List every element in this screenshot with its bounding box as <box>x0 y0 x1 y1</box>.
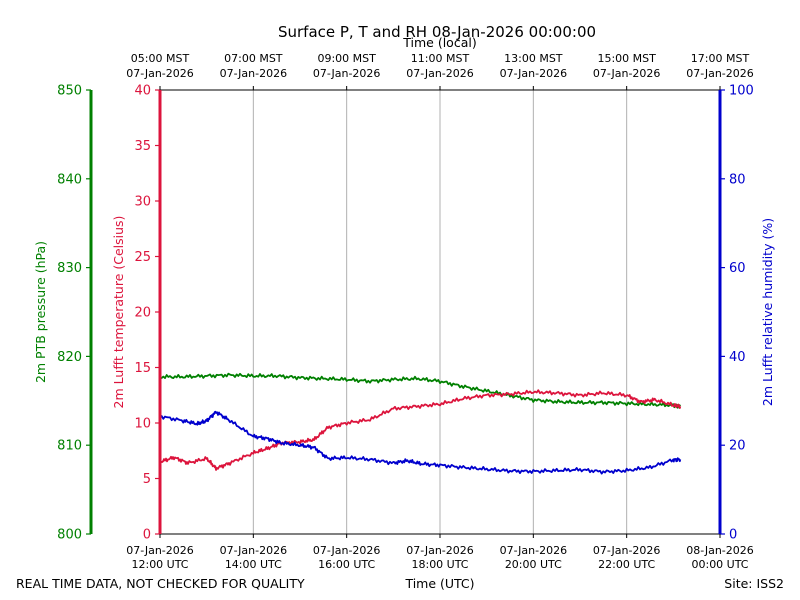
x-tick-label-time-2: 16:00 UTC <box>318 558 375 571</box>
temperature-tick-label-4: 20 <box>134 306 151 321</box>
pressure-axis-label: 2m PTB pressure (hPa) <box>33 241 48 383</box>
series-lines <box>159 372 682 475</box>
x-top-label-time-5: 15:00 MST <box>597 52 656 65</box>
temperature-axis-label: 2m Lufft temperature (Celsius) <box>111 216 126 409</box>
x-top-label-time-4: 13:00 MST <box>504 52 563 65</box>
temperature-tick-label-3: 15 <box>134 361 151 376</box>
x-top-label-time-3: 11:00 MST <box>411 52 470 65</box>
humidity-tick-label-3: 60 <box>729 261 746 276</box>
x-tick-label-date-1: 07-Jan-2026 <box>220 544 288 557</box>
x-top-label-date-5: 07-Jan-2026 <box>593 67 661 80</box>
x-top-label-date-1: 07-Jan-2026 <box>220 67 288 80</box>
humidity-axis-label: 2m Lufft relative humidity (%) <box>760 218 775 406</box>
pressure-tick-label-5: 850 <box>57 84 82 99</box>
x-top-label-time-6: 17:00 MST <box>691 52 750 65</box>
x-top-label-date-2: 07-Jan-2026 <box>313 67 381 80</box>
chart-title: Surface P, T and RH 08-Jan-2026 00:00:00 <box>278 23 596 41</box>
temperature-tick-label-1: 5 <box>143 472 151 487</box>
temperature-tick-label-7: 35 <box>134 139 151 154</box>
x-top-label-date-0: 07-Jan-2026 <box>126 67 194 80</box>
pressure-tick-label-4: 840 <box>57 172 82 187</box>
pressure-tick-label-2: 820 <box>57 350 82 365</box>
x-tick-label-time-3: 18:00 UTC <box>411 558 468 571</box>
x-tick-label-time-6: 00:00 UTC <box>691 558 748 571</box>
series-line-humidity <box>159 410 682 475</box>
x-tick-label-time-5: 22:00 UTC <box>598 558 655 571</box>
x-tick-label-time-0: 12:00 UTC <box>131 558 188 571</box>
x-tick-label-date-3: 07-Jan-2026 <box>406 544 474 557</box>
series-line-pressure <box>159 372 682 409</box>
humidity-tick-label-0: 0 <box>729 528 737 543</box>
x-top-label-time-2: 09:00 MST <box>317 52 376 65</box>
humidity-tick-label-1: 20 <box>729 439 746 454</box>
humidity-tick-label-5: 100 <box>729 84 754 99</box>
x-axis-label: Time (UTC) <box>404 576 474 591</box>
x-tick-label-date-5: 07-Jan-2026 <box>593 544 661 557</box>
x-tick-label-date-6: 08-Jan-2026 <box>686 544 754 557</box>
series-line-temperature <box>159 389 682 471</box>
humidity-tick-label-4: 80 <box>729 172 746 187</box>
pressure-tick-label-0: 800 <box>57 528 82 543</box>
temperature-tick-label-8: 40 <box>134 84 151 99</box>
x-tick-label-date-4: 07-Jan-2026 <box>500 544 568 557</box>
quality-disclaimer: REAL TIME DATA, NOT CHECKED FOR QUALITY <box>16 576 305 591</box>
vertical-gridlines <box>252 90 628 534</box>
x-top-label-date-6: 07-Jan-2026 <box>686 67 754 80</box>
temperature-tick-label-6: 30 <box>134 195 151 210</box>
x-tick-label-time-4: 20:00 UTC <box>505 558 562 571</box>
temperature-tick-label-5: 25 <box>134 250 151 265</box>
humidity-tick-label-2: 40 <box>729 350 746 365</box>
y-axis-ticks: 800 810 820 830 840 850 0 5 10 15 20 25 30 35 40 0 20 40 6… <box>57 84 754 543</box>
temperature-tick-label-2: 10 <box>134 417 151 432</box>
x-top-label-date-4: 07-Jan-2026 <box>500 67 568 80</box>
x-tick-label-date-0: 07-Jan-2026 <box>126 544 194 557</box>
temperature-tick-label-0: 0 <box>143 528 151 543</box>
site-label: Site: ISS2 <box>724 576 784 591</box>
top-axis-label: Time (local) <box>402 35 476 50</box>
x-top-label-date-3: 07-Jan-2026 <box>406 67 474 80</box>
pressure-tick-label-1: 810 <box>57 439 82 454</box>
x-tick-label-time-1: 14:00 UTC <box>225 558 282 571</box>
pressure-tick-label-3: 830 <box>57 261 82 276</box>
x-top-label-time-0: 05:00 MST <box>131 52 190 65</box>
x-tick-label-date-2: 07-Jan-2026 <box>313 544 381 557</box>
x-top-label-time-1: 07:00 MST <box>224 52 283 65</box>
